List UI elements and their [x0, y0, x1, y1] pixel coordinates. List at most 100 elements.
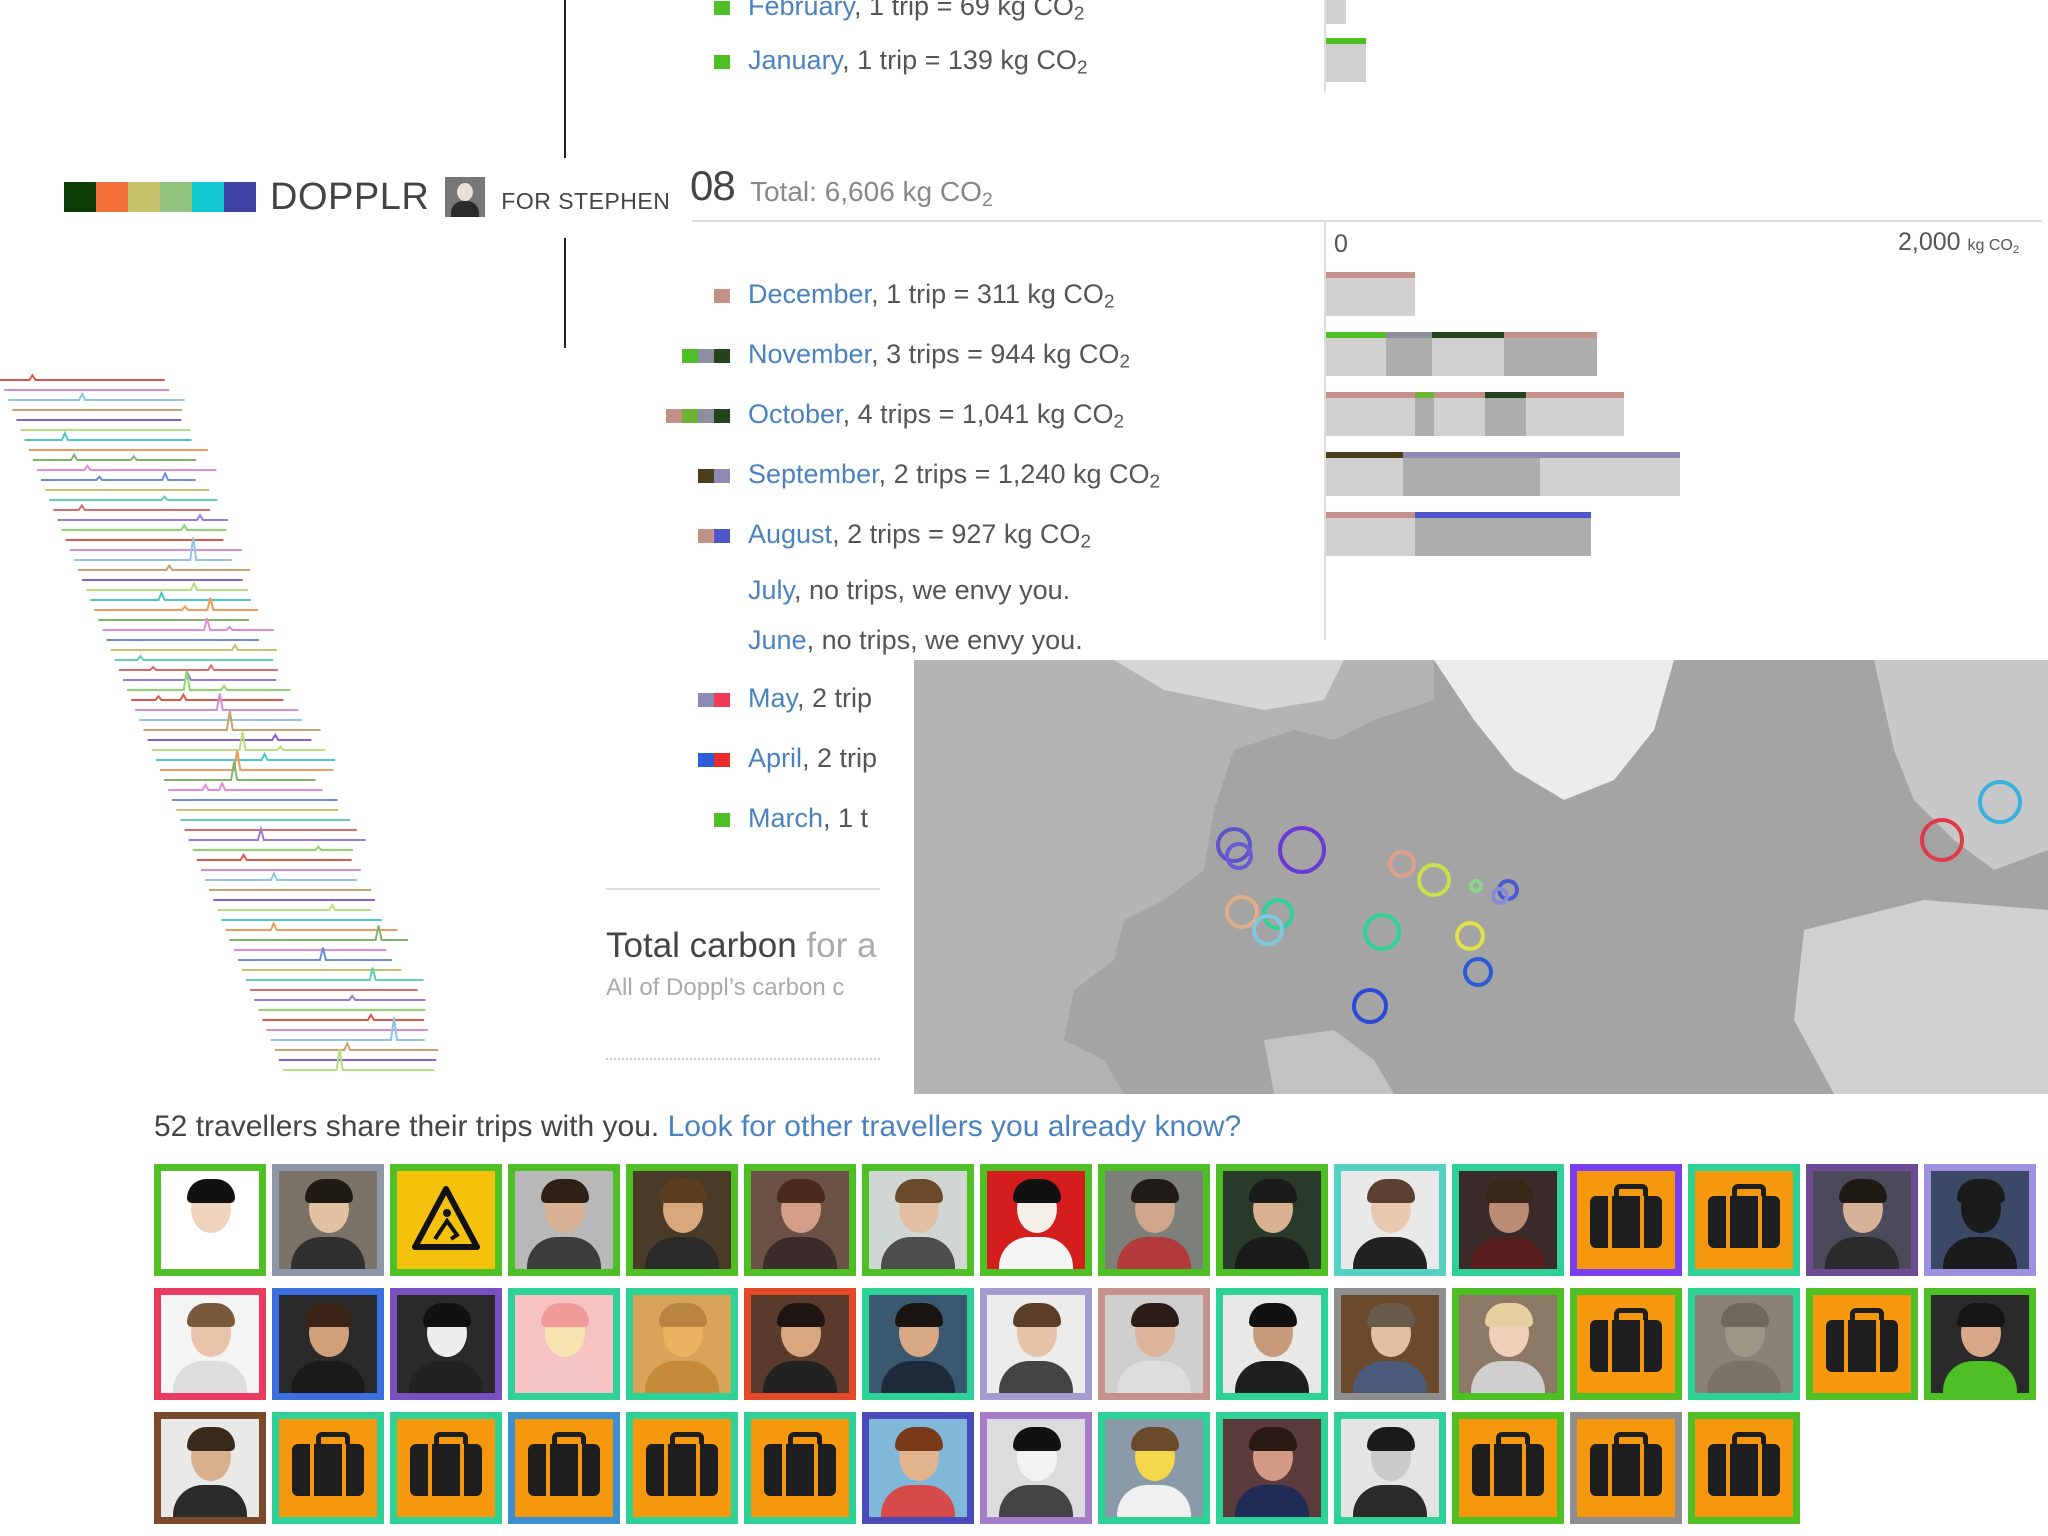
traveller-avatar[interactable]: [980, 1412, 1092, 1524]
month-link[interactable]: February: [748, 0, 855, 21]
traveller-suitcase-avatar[interactable]: [1570, 1412, 1682, 1524]
traveller-avatar[interactable]: [390, 1288, 502, 1400]
month-link[interactable]: May: [748, 683, 798, 713]
carbon-bar[interactable]: [1326, 452, 1680, 496]
city-marker[interactable]: [1388, 850, 1416, 878]
dopplr-logo[interactable]: DOPPLR FOR STEPHEN: [64, 176, 670, 218]
carbon-bar[interactable]: [1326, 392, 1624, 436]
city-marker[interactable]: [1262, 898, 1294, 930]
city-marker[interactable]: [1469, 879, 1483, 893]
traveller-avatar[interactable]: [154, 1288, 266, 1400]
traveller-avatar[interactable]: [1334, 1164, 1446, 1276]
traveller-avatar[interactable]: [1334, 1412, 1446, 1524]
strata-line: [86, 580, 248, 591]
city-marker[interactable]: [1363, 913, 1401, 951]
strata-line: [168, 780, 323, 791]
month-link[interactable]: December: [748, 279, 872, 309]
traveller-avatar[interactable]: [1098, 1412, 1210, 1524]
carbon-bar[interactable]: [1326, 332, 1597, 376]
traveller-avatar[interactable]: [1924, 1288, 2036, 1400]
month-link[interactable]: January: [748, 45, 843, 75]
city-marker[interactable]: [1455, 921, 1485, 951]
traveller-avatar[interactable]: [862, 1288, 974, 1400]
traveller-avatar[interactable]: [1216, 1412, 1328, 1524]
traveller-avatar[interactable]: [744, 1288, 856, 1400]
traveller-avatar[interactable]: [1688, 1288, 1800, 1400]
traveller-avatar[interactable]: [626, 1164, 738, 1276]
traveller-avatar[interactable]: [1098, 1164, 1210, 1276]
traveller-avatar[interactable]: [862, 1164, 974, 1276]
traveller-suitcase-avatar[interactable]: [1688, 1412, 1800, 1524]
city-marker[interactable]: [1920, 818, 1964, 862]
month-link[interactable]: October: [748, 399, 843, 429]
traveller-avatar[interactable]: [1216, 1164, 1328, 1276]
carbon-bar[interactable]: [1326, 512, 1591, 556]
trip-segment: [1326, 392, 1415, 436]
traveller-suitcase-avatar[interactable]: [1688, 1164, 1800, 1276]
strata-line: [73, 537, 232, 561]
traveller-suitcase-avatar[interactable]: [390, 1412, 502, 1524]
trip-color-markers: [714, 1, 730, 15]
traveller-suitcase-avatar[interactable]: [508, 1412, 620, 1524]
month-link[interactable]: August: [748, 519, 833, 549]
traveller-suitcase-avatar[interactable]: [1570, 1164, 1682, 1276]
traveller-avatar[interactable]: [508, 1288, 620, 1400]
traveller-avatar[interactable]: [154, 1164, 266, 1276]
month-summary: , 4 trips = 1,041 kg CO: [842, 399, 1114, 429]
traveller-suitcase-avatar[interactable]: [626, 1412, 738, 1524]
month-link[interactable]: September: [748, 459, 879, 489]
traveller-avatar[interactable]: [154, 1412, 266, 1524]
month-link[interactable]: March: [748, 803, 824, 833]
traveller-suitcase-avatar[interactable]: [1570, 1288, 1682, 1400]
traveller-avatar[interactable]: [1098, 1288, 1210, 1400]
traveller-avatar[interactable]: [862, 1412, 974, 1524]
carbon-bar[interactable]: [1326, 0, 1346, 24]
city-marker[interactable]: [1225, 842, 1253, 870]
traveller-avatar[interactable]: [1334, 1288, 1446, 1400]
month-link[interactable]: July: [748, 575, 795, 605]
month-link[interactable]: June: [748, 625, 807, 655]
traveller-suitcase-avatar[interactable]: [1452, 1412, 1564, 1524]
traveller-avatar[interactable]: [272, 1164, 384, 1276]
city-marker[interactable]: [1225, 895, 1259, 929]
carbon-bar[interactable]: [1326, 272, 1415, 316]
traveller-warning-avatar[interactable]: [390, 1164, 502, 1276]
traveller-avatar[interactable]: [980, 1288, 1092, 1400]
traveller-avatar[interactable]: [626, 1288, 738, 1400]
traveller-suitcase-avatar[interactable]: [1806, 1288, 1918, 1400]
traveller-avatar[interactable]: [1806, 1164, 1918, 1276]
traveller-avatar[interactable]: [980, 1164, 1092, 1276]
city-marker[interactable]: [1491, 887, 1509, 905]
carbon-bar[interactable]: [1326, 38, 1366, 82]
month-link[interactable]: November: [748, 339, 872, 369]
traveller-avatar[interactable]: [1216, 1288, 1328, 1400]
avatar-torso: [1235, 1361, 1309, 1393]
traveller-avatar[interactable]: [744, 1164, 856, 1276]
traveller-avatar[interactable]: [1452, 1164, 1564, 1276]
co2-subscript: 2: [1080, 531, 1091, 553]
trip-segment: [1326, 452, 1403, 496]
traveller-avatar[interactable]: [272, 1288, 384, 1400]
find-travellers-link[interactable]: Look for other travellers you already kn…: [667, 1110, 1242, 1143]
user-avatar[interactable]: [445, 177, 486, 217]
co2-subscript: 2: [1119, 351, 1130, 373]
strata-line: [246, 967, 424, 981]
strata-line: [24, 430, 192, 441]
city-marker[interactable]: [1978, 780, 2022, 824]
traveller-avatar[interactable]: [1452, 1288, 1564, 1400]
city-marker[interactable]: [1252, 914, 1284, 946]
city-marker[interactable]: [1278, 826, 1326, 874]
traveller-avatar[interactable]: [1924, 1164, 2036, 1276]
traveller-suitcase-avatar[interactable]: [744, 1412, 856, 1524]
trip-color-markers: [698, 753, 730, 767]
city-marker[interactable]: [1417, 863, 1451, 897]
city-marker[interactable]: [1463, 957, 1493, 987]
city-marker[interactable]: [1352, 988, 1388, 1024]
month-link[interactable]: April: [748, 743, 803, 773]
traveller-avatar[interactable]: [508, 1164, 620, 1276]
world-map[interactable]: [914, 660, 2048, 1094]
city-marker[interactable]: [1216, 827, 1252, 863]
strata-line: [237, 947, 392, 961]
co2-subscript: 2: [1073, 3, 1085, 25]
traveller-suitcase-avatar[interactable]: [272, 1412, 384, 1524]
